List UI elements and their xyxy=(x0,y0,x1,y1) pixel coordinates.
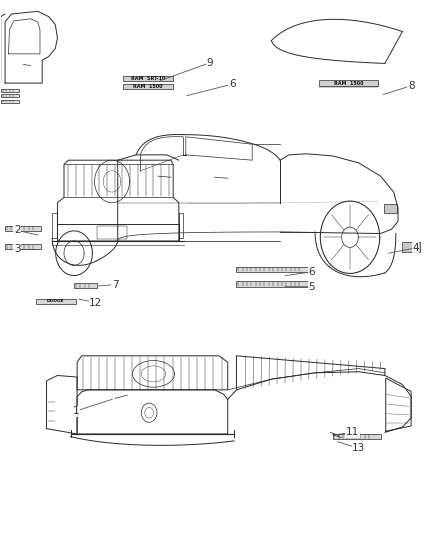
Text: 8: 8 xyxy=(408,81,414,91)
Text: RAM  SRT-10: RAM SRT-10 xyxy=(131,76,165,81)
Bar xyxy=(237,281,310,287)
Text: 11: 11 xyxy=(346,427,359,438)
Text: DODGE: DODGE xyxy=(47,300,64,303)
Bar xyxy=(123,84,173,90)
Bar xyxy=(5,244,41,249)
Bar xyxy=(1,94,19,98)
Bar xyxy=(402,242,420,252)
Bar xyxy=(74,283,97,288)
Bar xyxy=(5,225,41,231)
Bar xyxy=(35,299,76,304)
Bar xyxy=(1,89,19,92)
Text: 12: 12 xyxy=(89,297,102,308)
Text: 2: 2 xyxy=(14,225,21,236)
Text: 13: 13 xyxy=(352,443,365,453)
Bar xyxy=(319,80,378,86)
Text: RAM  1500: RAM 1500 xyxy=(334,80,364,86)
Bar xyxy=(1,100,19,103)
Text: 5: 5 xyxy=(309,282,315,292)
Text: 3: 3 xyxy=(14,245,21,254)
Text: 1: 1 xyxy=(72,406,79,416)
Bar xyxy=(123,76,173,82)
Bar xyxy=(384,204,397,213)
Text: 7: 7 xyxy=(112,280,118,289)
Text: 6: 6 xyxy=(229,79,235,89)
Text: 9: 9 xyxy=(206,58,213,68)
Bar xyxy=(237,266,310,272)
Text: 4: 4 xyxy=(412,243,419,253)
Bar xyxy=(332,434,381,439)
Text: 6: 6 xyxy=(309,267,315,277)
Text: RAM  1500: RAM 1500 xyxy=(133,84,163,89)
